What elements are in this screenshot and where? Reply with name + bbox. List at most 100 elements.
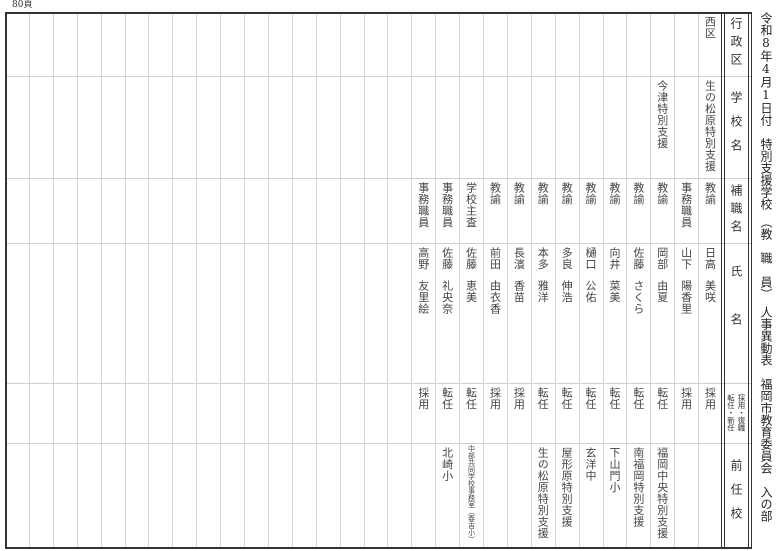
type-text: 転任: [560, 387, 574, 410]
surname: 山下: [679, 247, 693, 270]
table-cell-name: 多良 伸浩: [555, 243, 579, 383]
table-cell-previous: 福岡中央特別支援: [650, 443, 674, 547]
table-cell-position: 教諭: [531, 178, 555, 243]
table-cell-name: 樋口 公佑: [579, 243, 603, 383]
table-border-left: [5, 12, 7, 548]
table-cell-school: [555, 76, 579, 178]
person-name: 前田 由衣香: [488, 247, 501, 383]
position-text: 教諭: [655, 182, 669, 205]
column-divider: [483, 12, 484, 547]
surname: 佐藤: [464, 247, 478, 270]
table-cell-type: 採用: [411, 383, 435, 443]
row-divider: [5, 443, 751, 444]
type-text: 転任: [607, 387, 621, 410]
table-cell-school: [483, 76, 507, 178]
header-name-label: 氏名: [729, 265, 743, 361]
person-name: 佐藤 恵美: [464, 247, 478, 383]
table-cell-previous: 中部共同学校事務室（春吉小）: [459, 443, 483, 547]
row-divider: [5, 243, 751, 244]
given: 香苗: [512, 280, 526, 303]
header-border: [721, 12, 722, 548]
column-divider: [291, 12, 293, 547]
table-cell-district: [459, 12, 483, 76]
type-text: 採用: [679, 387, 693, 410]
table-cell-name: 前田 由衣香: [483, 243, 507, 383]
person-name: 佐藤 礼央奈: [440, 247, 454, 383]
table-cell-school: [411, 76, 435, 178]
given: 礼央奈: [440, 280, 454, 315]
table-cell-type: 転任: [459, 383, 483, 443]
position-text: 教諭: [703, 182, 717, 205]
header-border: [748, 12, 749, 548]
table-cell-district: [507, 12, 531, 76]
table-cell-district: [483, 12, 507, 76]
table-cell-type: 転任: [435, 383, 459, 443]
table-cell-district: [650, 12, 674, 76]
header-name: 氏名: [724, 243, 748, 383]
document-title: 令和8年4月1日付 特別支援学校 （教 職 員） 人事異動表 福岡市教育委員会 …: [752, 12, 780, 548]
table-cell-district: [531, 12, 555, 76]
table-cell-previous: 下山門小: [603, 443, 627, 547]
column-divider: [267, 12, 269, 547]
table-cell-name: 長濱 香苗: [507, 243, 531, 383]
table-cell-position: 教諭: [483, 178, 507, 243]
school-text: 今津特別支援: [655, 80, 669, 149]
column-divider: [172, 12, 174, 547]
table-cell-district: [411, 12, 435, 76]
column-divider: [411, 12, 413, 547]
table-cell-previous: [674, 443, 698, 547]
position-text: 教諭: [607, 182, 621, 205]
column-divider: [554, 12, 556, 547]
table-cell-name: 日高 美咲: [698, 243, 722, 383]
table-cell-type: 転任: [626, 383, 650, 443]
table-cell-name: 佐藤 恵美: [459, 243, 483, 383]
column-divider: [530, 12, 532, 547]
table-cell-type: 採用: [507, 383, 531, 443]
person-name: 佐藤 さくら: [632, 247, 645, 383]
row-divider: [5, 76, 751, 77]
column-divider: [315, 12, 317, 547]
column-divider: [459, 12, 461, 547]
position-text: 事務職員: [679, 182, 693, 228]
header-previous-label: 前任校: [729, 459, 743, 531]
table-cell-previous: 屋形原特別支援: [555, 443, 579, 547]
person-name: 向井 菜美: [607, 247, 621, 383]
table-cell-school: [626, 76, 650, 178]
row-divider: [5, 383, 751, 384]
column-divider: [339, 12, 341, 547]
header-border: [724, 12, 725, 548]
person-name: 本多 雅洋: [536, 247, 549, 383]
table-cell-district: [555, 12, 579, 76]
column-divider: [698, 12, 700, 547]
type-text: 採用: [416, 387, 430, 410]
given: 菜美: [607, 280, 621, 303]
type-text: 転任: [655, 387, 669, 410]
position-text: 教諭: [584, 182, 598, 205]
column-divider: [100, 12, 102, 547]
previous-text: 北崎小: [440, 447, 454, 482]
table-cell-type: 採用: [674, 383, 698, 443]
table-cell-district: [603, 12, 627, 76]
column-divider: [506, 12, 508, 547]
table-border-top: [5, 12, 752, 14]
header-district: 行政区: [724, 12, 748, 76]
page-number: 80頁: [12, 0, 33, 10]
header-school: 学校名: [724, 76, 748, 178]
column-divider: [28, 12, 30, 547]
table-cell-district: [435, 12, 459, 76]
person-name: 岡部 由夏: [656, 247, 669, 383]
previous-text: 南福岡特別支援: [631, 447, 645, 528]
column-divider: [220, 12, 222, 547]
table-cell-name: 岡部 由夏: [650, 243, 674, 383]
table-cell-name: 向井 菜美: [603, 243, 627, 383]
table-cell-position: 事務職員: [674, 178, 698, 243]
table-cell-name: 佐藤 さくら: [626, 243, 650, 383]
position-text: 学校主査: [464, 182, 478, 228]
header-border: [751, 12, 752, 548]
table-cell-previous: [507, 443, 531, 547]
given: 陽香里: [679, 280, 693, 315]
district-text: 西区: [703, 16, 717, 39]
table-cell-school: [459, 76, 483, 178]
type-text: 採用: [512, 387, 526, 410]
column-divider: [148, 12, 150, 547]
